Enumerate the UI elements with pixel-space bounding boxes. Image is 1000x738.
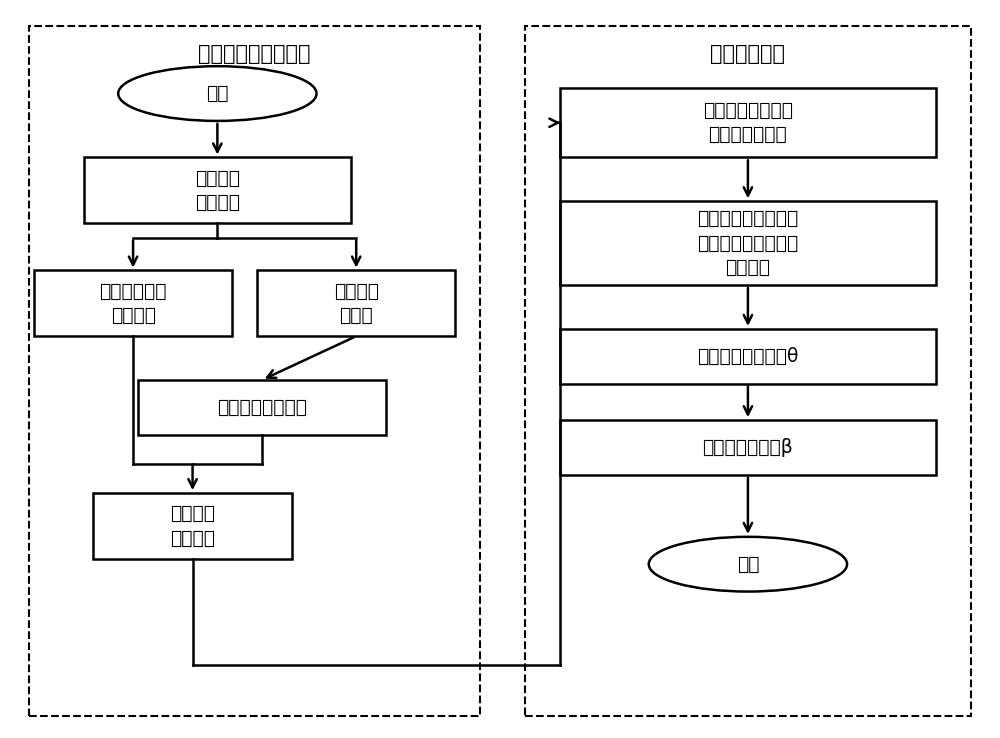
Text: 开始: 开始 <box>206 84 229 103</box>
Text: 确定目标平面
网格数目: 确定目标平面 网格数目 <box>99 282 167 325</box>
FancyBboxPatch shape <box>93 493 292 559</box>
Text: 稀疏重构成像: 稀疏重构成像 <box>710 44 785 63</box>
FancyBboxPatch shape <box>84 157 351 223</box>
Text: 计算获取回波信号
及参考信号矩阵: 计算获取回波信号 及参考信号矩阵 <box>703 101 793 145</box>
Ellipse shape <box>649 537 847 592</box>
Bar <box>29 26 480 716</box>
Text: 小波逆变换求解β: 小波逆变换求解β <box>703 438 793 457</box>
Text: 稀疏重构算法求解θ: 稀疏重构算法求解θ <box>697 347 799 366</box>
Text: 根据参考信号矩阵和
小波稀疏基矩阵构造
字典矩阵: 根据参考信号矩阵和 小波稀疏基矩阵构造 字典矩阵 <box>697 210 799 277</box>
FancyBboxPatch shape <box>34 271 232 337</box>
Bar <box>525 26 971 716</box>
FancyBboxPatch shape <box>138 380 386 435</box>
Text: 构造出小
波稀疏基: 构造出小 波稀疏基 <box>170 504 215 548</box>
Text: 确定小波分解层数: 确定小波分解层数 <box>217 398 307 417</box>
FancyBboxPatch shape <box>560 420 936 475</box>
Ellipse shape <box>118 66 317 121</box>
FancyBboxPatch shape <box>560 201 936 285</box>
FancyBboxPatch shape <box>257 271 455 337</box>
FancyBboxPatch shape <box>560 88 936 157</box>
FancyBboxPatch shape <box>560 329 936 384</box>
Text: 设置成像
基本参数: 设置成像 基本参数 <box>195 168 240 212</box>
Text: 确定小波
母函数: 确定小波 母函数 <box>334 282 379 325</box>
Text: 构造小波稀疏基矩阵: 构造小波稀疏基矩阵 <box>198 44 311 63</box>
Text: 结束: 结束 <box>737 555 759 573</box>
